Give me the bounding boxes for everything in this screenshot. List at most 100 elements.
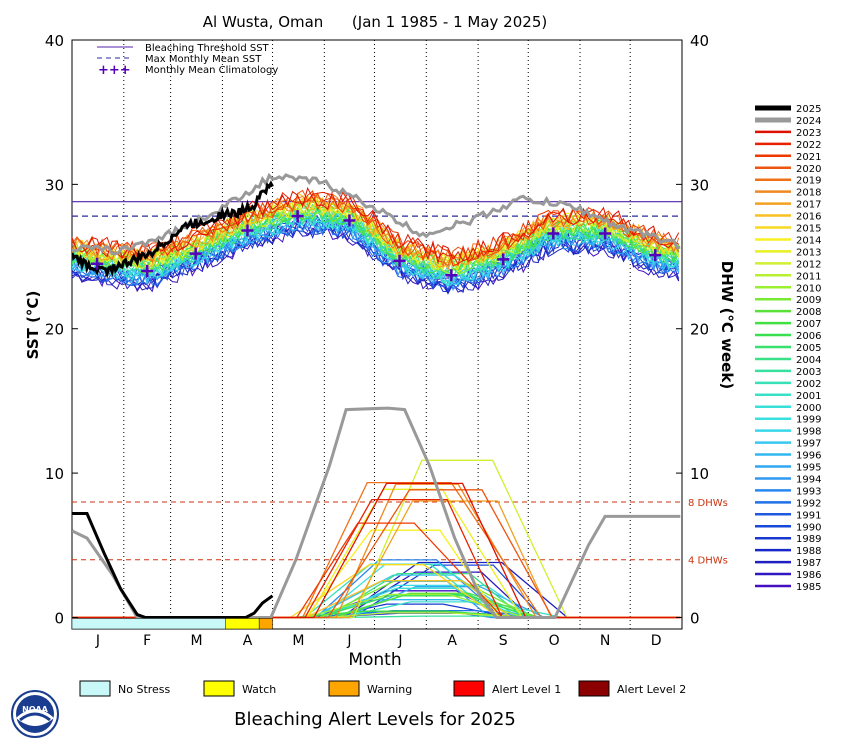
year-legend-label: 2001 — [796, 391, 821, 402]
sst-line-2002 — [72, 208, 679, 283]
climatology-marker — [445, 269, 458, 282]
year-legend-label: 1989 — [796, 534, 821, 545]
year-legend-label: 1996 — [796, 451, 821, 462]
x-tick-label: F — [143, 633, 151, 649]
x-tick-label: J — [397, 633, 402, 649]
year-legend-label: 1993 — [796, 486, 821, 497]
year-legend-label: 1990 — [796, 522, 821, 533]
x-tick-label: M — [190, 633, 202, 649]
climatology-marker — [393, 254, 406, 267]
dhw-reference-label: 4 DHWs — [688, 556, 728, 567]
dhw-reference-label: 8 DHWs — [688, 498, 728, 509]
year-legend-label: 1991 — [796, 510, 821, 521]
year-legend-label: 2007 — [796, 319, 821, 330]
year-legend-label: 2000 — [796, 403, 821, 414]
year-legend-label: 2022 — [796, 140, 821, 151]
year-legend-label: 2021 — [796, 152, 821, 163]
year-legend-label: 2008 — [796, 307, 821, 318]
x-tick-label: D — [651, 633, 662, 649]
x-tick-label: A — [447, 633, 457, 649]
dhw-line-2025 — [72, 512, 274, 619]
legend-label: Max Monthly Mean SST — [145, 54, 262, 65]
y-tick-label-left: 0 — [54, 609, 64, 627]
alert-level-label: Alert Level 2 — [617, 683, 686, 696]
alert-level-label: Warning — [367, 683, 412, 696]
alert-level-legend: No Stress Watch Warning Alert Level 1 Alert … — [79, 680, 686, 697]
alert-level-swatch — [578, 680, 610, 697]
climatology-marker — [599, 227, 612, 240]
legend-label: Bleaching Threshold SST — [145, 43, 270, 54]
sst-line-2023 — [72, 186, 680, 265]
climatology-marker — [649, 249, 662, 262]
alert-strip-segment — [225, 618, 260, 630]
y-tick-label-right: 20 — [690, 321, 709, 339]
x-tick-label: J — [346, 633, 351, 649]
year-legend-label: 1985 — [796, 582, 821, 593]
sst-line-1990 — [72, 216, 679, 291]
x-tick-label: S — [499, 633, 508, 649]
y-tick-label-right: 40 — [690, 32, 709, 50]
y-tick-label-right: 0 — [690, 609, 700, 627]
year-legend-label: 2012 — [796, 259, 821, 270]
year-legend-label: 2023 — [796, 128, 821, 139]
year-legend-label: 2015 — [796, 224, 821, 235]
y-axis-label-left: SST (°C) — [24, 291, 42, 360]
climatology-marker — [343, 214, 356, 227]
alert-level-swatch — [203, 680, 235, 697]
y-tick-label-left: 30 — [45, 176, 64, 194]
year-legend-label: 2006 — [796, 331, 821, 342]
climatology-marker — [547, 227, 560, 240]
year-legend-label: 1999 — [796, 415, 821, 426]
sst-line-2025 — [72, 180, 274, 279]
year-legend-label: 2010 — [796, 283, 821, 294]
year-legend-label: 1998 — [796, 427, 821, 438]
chart-title: Al Wusta, Oman (Jan 1 1985 - 1 May 2025) — [203, 13, 547, 31]
year-legend-label: 2014 — [796, 235, 821, 246]
climatology-marker — [241, 224, 254, 237]
year-legend-label: 2018 — [796, 188, 821, 199]
x-tick-label: A — [243, 633, 253, 649]
y-tick-label-left: 20 — [45, 321, 64, 339]
year-legend-label: 2020 — [796, 164, 821, 175]
year-legend-label: 1986 — [796, 570, 821, 581]
alert-legend-title: Bleaching Alert Levels for 2025 — [234, 709, 516, 730]
year-legend-label: 2009 — [796, 295, 821, 306]
x-tick-label: M — [292, 633, 304, 649]
year-legend-label: 1988 — [796, 546, 821, 557]
alert-level-label: Alert Level 1 — [492, 683, 561, 696]
year-legend-label: 1987 — [796, 558, 821, 569]
x-tick-label: N — [600, 633, 610, 649]
climatology-marker — [189, 247, 202, 260]
year-legend-label: 2002 — [796, 379, 821, 390]
year-legend-label: 2003 — [796, 367, 821, 378]
sst-line-1987 — [72, 219, 680, 293]
year-legend-label: 2024 — [796, 116, 821, 127]
year-legend-label: 2004 — [796, 355, 821, 366]
legend-swatch: +++ — [98, 63, 131, 78]
year-legend-label: 1994 — [796, 474, 821, 485]
legend-label: Monthly Mean Climatology — [145, 65, 278, 76]
year-legend-label: 2013 — [796, 247, 821, 258]
climatology-marker — [141, 264, 154, 277]
alert-level-swatch — [453, 680, 485, 697]
alert-level-label: Watch — [242, 683, 276, 696]
alert-strip-segment — [258, 618, 273, 630]
y-tick-label-left: 40 — [45, 32, 64, 50]
year-legend-label: 1997 — [796, 439, 821, 450]
dhw-line-2012 — [72, 459, 681, 619]
year-legend-label: 2005 — [796, 343, 821, 354]
plot-frame — [71, 39, 683, 630]
x-tick-label: J — [95, 633, 100, 649]
dhw-line-2024 — [72, 406, 681, 619]
noaa-logo: NOAA — [11, 690, 59, 738]
y-tick-label-left: 10 — [45, 465, 64, 483]
sst-line-2024 — [72, 172, 681, 256]
y-tick-label-right: 10 — [690, 465, 709, 483]
noaa-logo-text: NOAA — [22, 705, 48, 714]
year-legend-label: 1995 — [796, 463, 821, 474]
alert-level-swatch — [79, 680, 111, 697]
sst-line-2022 — [72, 191, 680, 266]
year-legend: 2025202420232022202120202019201820172016… — [755, 104, 821, 593]
year-legend-label: 2025 — [796, 104, 821, 115]
